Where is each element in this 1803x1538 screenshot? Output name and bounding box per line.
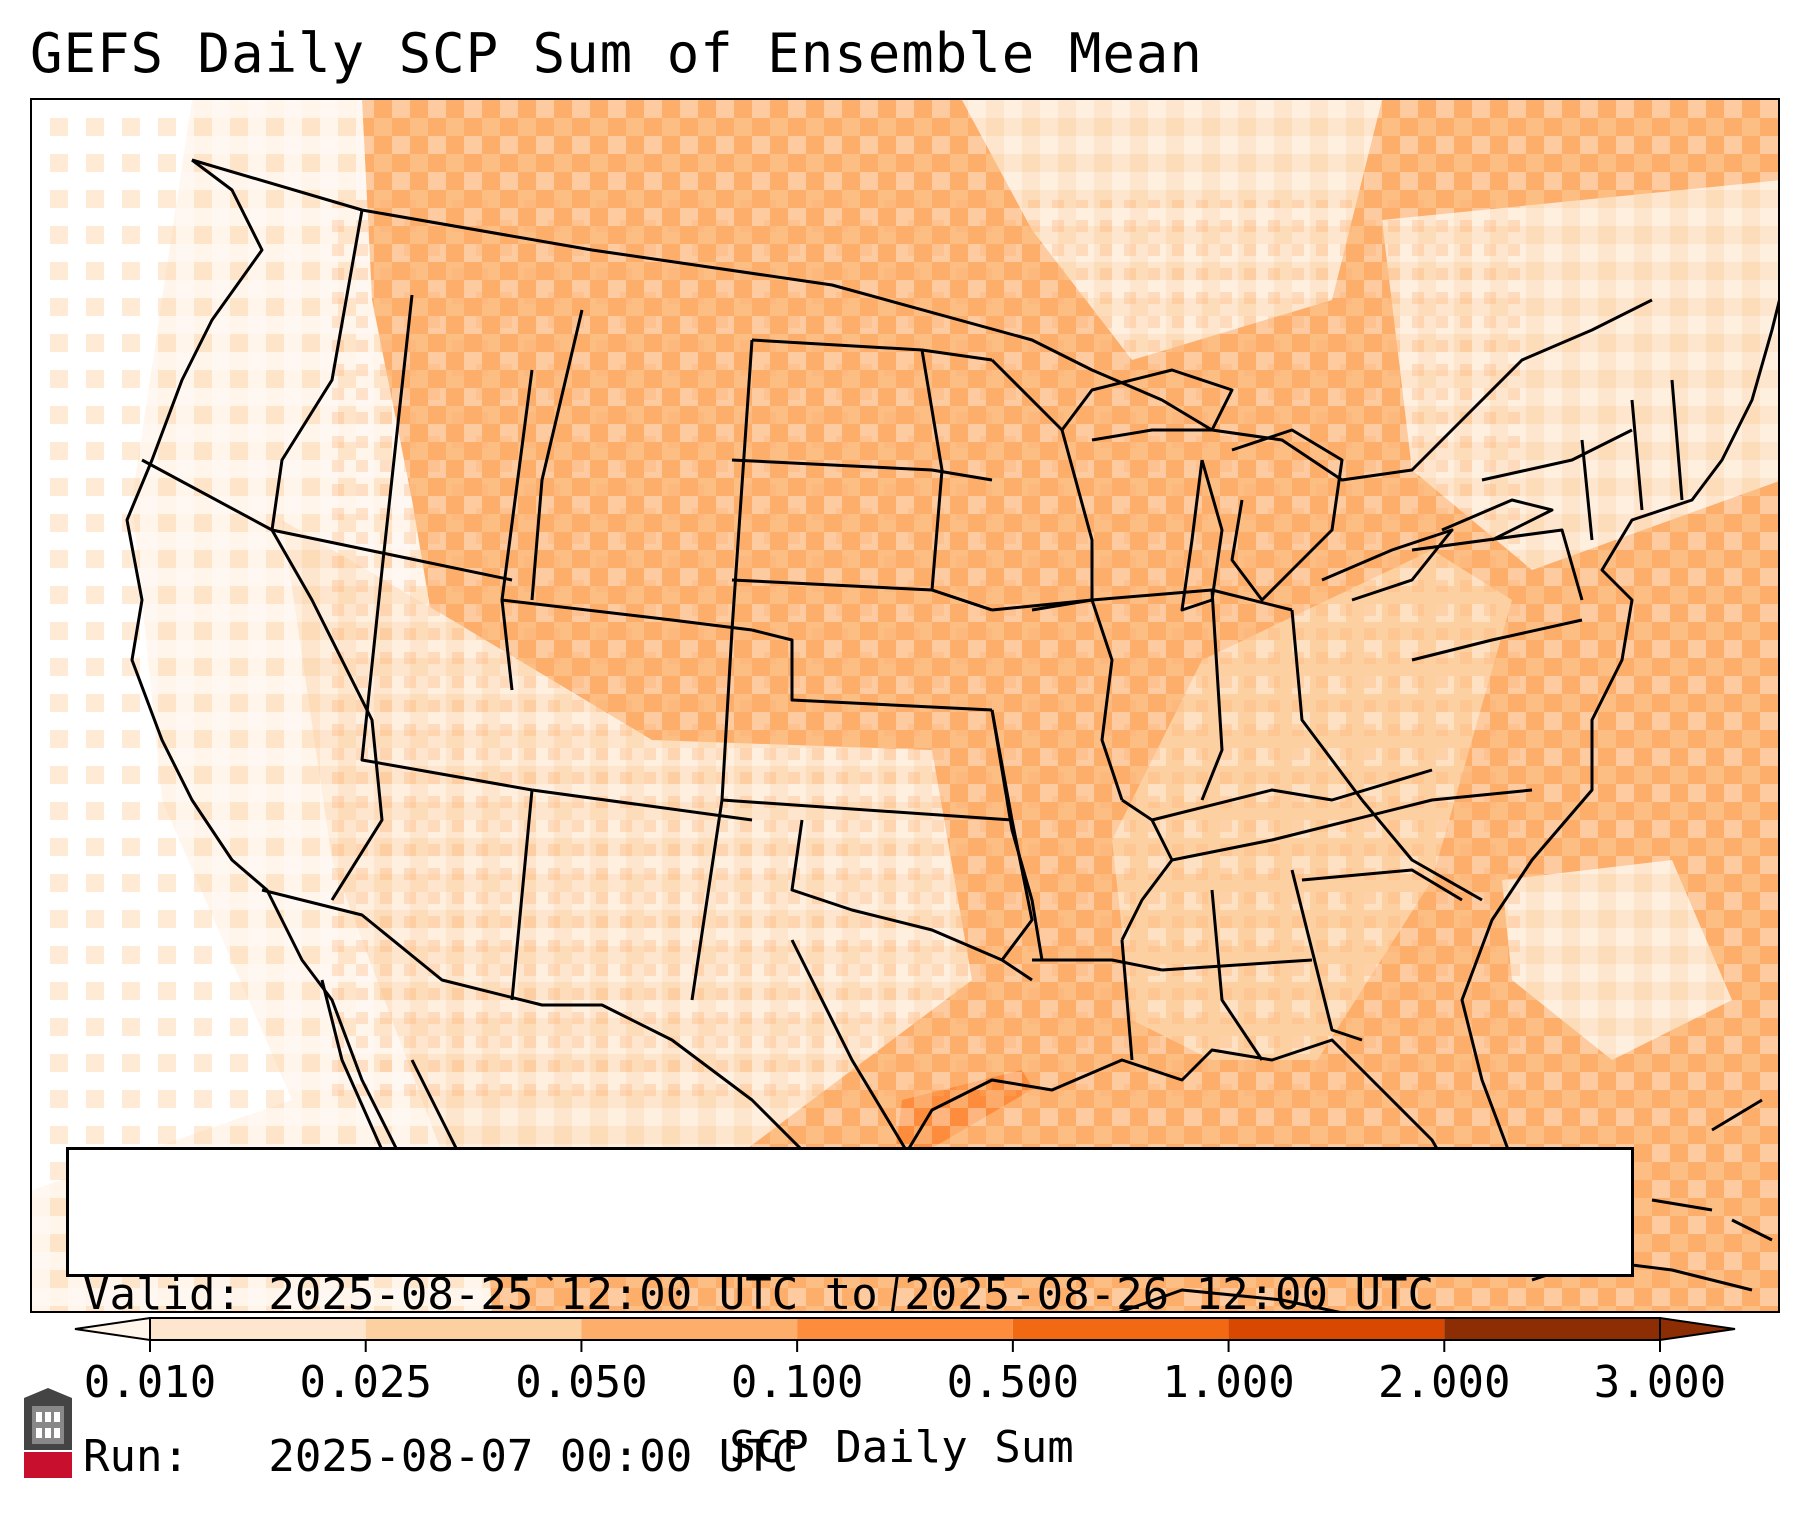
colorbar-extend-high — [1659, 1316, 1736, 1342]
colorbar-segment — [797, 1318, 1013, 1340]
colorbar-tick-label: 1.000 — [1162, 1357, 1295, 1408]
colorbar-segment — [150, 1318, 366, 1340]
colorbar-segment — [581, 1318, 798, 1340]
colorbar-tick-label: 0.025 — [299, 1357, 432, 1408]
colorbar-tick-label: 0.500 — [946, 1357, 1080, 1408]
valid-time-text: Valid: 2025-08-25 12:00 UTC to 2025-08-2… — [83, 1269, 1435, 1320]
state-borders — [141, 158, 1684, 1281]
colorbar-tick-label: 0.100 — [730, 1357, 864, 1408]
colorbar-extend-low — [74, 1316, 151, 1342]
map-title: GEFS Daily SCP Sum of Ensemble Mean — [30, 22, 1203, 85]
colorbar-segment — [365, 1318, 582, 1340]
colorbar-tick-label: 0.050 — [515, 1357, 648, 1408]
colorbar-tick-label: 0.010 — [83, 1357, 217, 1408]
colorbar-tick-label: 2.000 — [1378, 1357, 1511, 1408]
shade-texture-2 — [332, 200, 1532, 1100]
colorbar-label: SCP Daily Sum — [729, 1422, 1074, 1473]
colorbar-border — [149, 1317, 1661, 1341]
colorbar-tick-label: 3.000 — [1593, 1357, 1727, 1408]
colorbar-segment — [1228, 1318, 1445, 1340]
map-panel — [30, 98, 1780, 1313]
niu-logo — [24, 1388, 72, 1478]
valid-run-info-box: Valid: 2025-08-25 12:00 UTC to 2025-08-2… — [66, 1147, 1634, 1482]
colorbar — [74, 1316, 1736, 1352]
map-svg — [32, 100, 1778, 1311]
colorbar-segment — [1012, 1318, 1229, 1340]
colorbar-segment — [1444, 1318, 1660, 1340]
run-time-text: Run: 2025-08-07 00:00 UTC — [83, 1431, 799, 1482]
